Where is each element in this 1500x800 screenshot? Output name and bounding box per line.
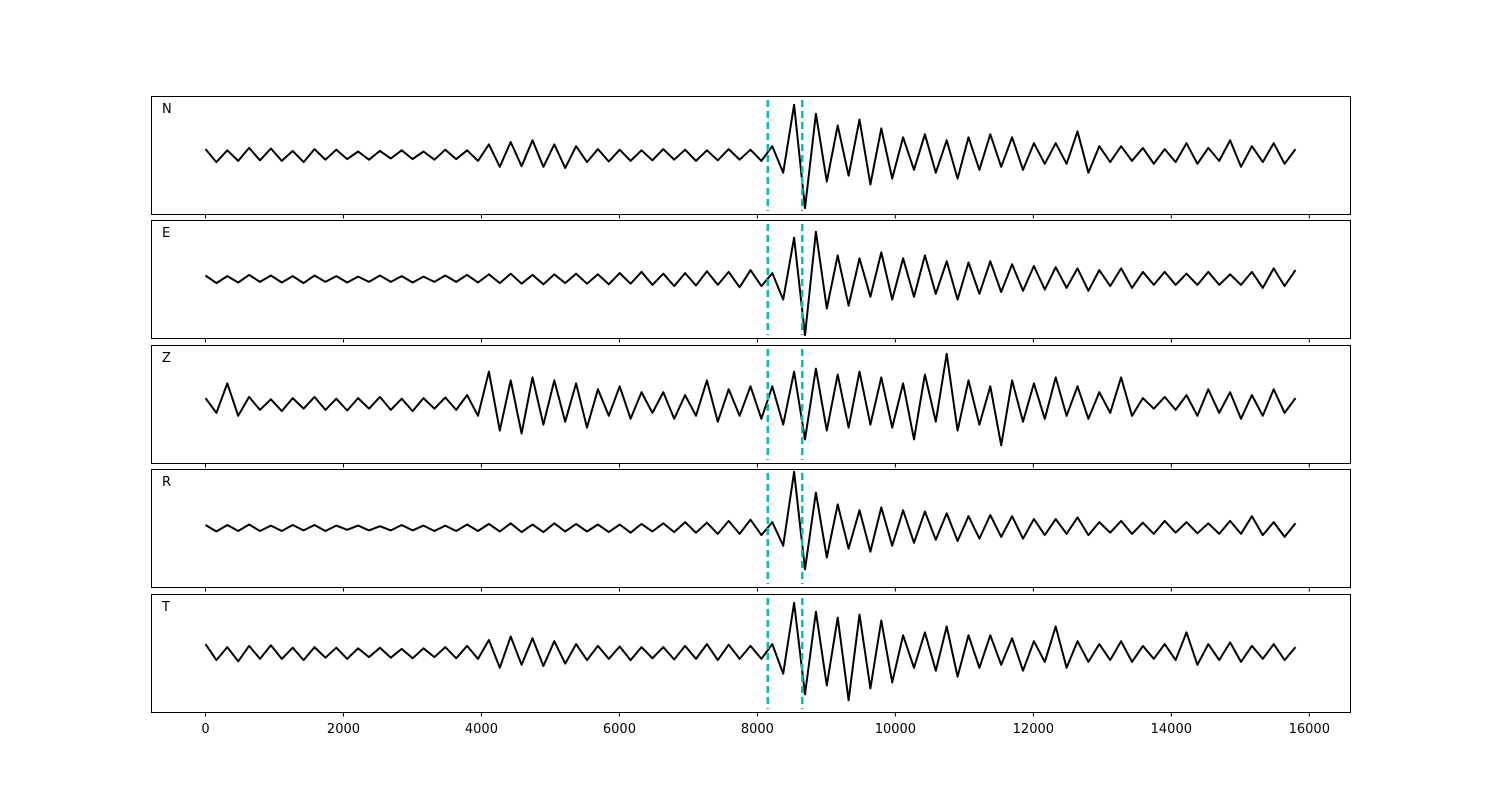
panel-label: E [162, 226, 170, 241]
x-tick-label: 4000 [465, 722, 498, 737]
axes-frame [151, 96, 1351, 215]
axes-frame [151, 469, 1351, 588]
x-tick-label: 0 [201, 722, 209, 737]
waveform-trace [204, 352, 1297, 447]
panel-label: R [162, 475, 171, 490]
panel-n: N [151, 96, 1351, 219]
x-tick-label: 16000 [1289, 722, 1330, 737]
axes-frame [151, 594, 1351, 713]
panel-label: Z [162, 351, 171, 366]
waveform-trace [204, 103, 1297, 210]
x-tick-label: 10000 [875, 722, 916, 737]
panel-e: E [151, 220, 1351, 343]
panel-label: T [161, 600, 170, 615]
waveform-trace [204, 230, 1297, 337]
x-tick-label: 2000 [327, 722, 360, 737]
x-tick-label: 6000 [603, 722, 636, 737]
panel-t: T [151, 594, 1351, 717]
panel-r: R [151, 469, 1351, 592]
panel-label: N [162, 102, 172, 117]
axes-frame [151, 220, 1351, 339]
x-tick-label: 8000 [741, 722, 774, 737]
panel-z: Z [151, 345, 1351, 468]
axes-frame [151, 345, 1351, 464]
waveform-trace [204, 470, 1297, 571]
x-tick-label: 12000 [1013, 722, 1054, 737]
x-tick-label: 14000 [1151, 722, 1192, 737]
waveform-trace [204, 601, 1297, 702]
